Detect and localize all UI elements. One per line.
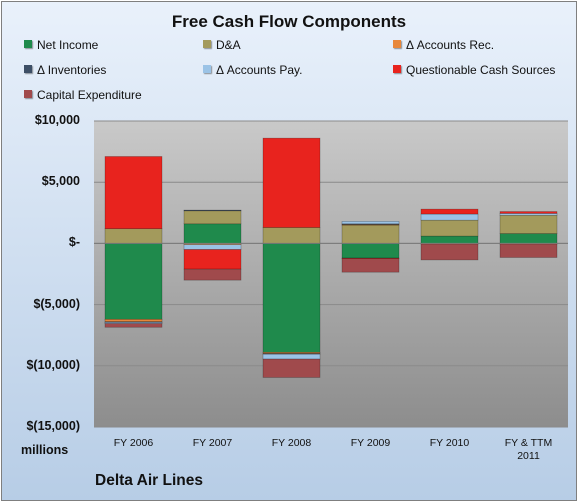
bar-segment (420, 243, 479, 261)
legend-swatch (203, 40, 211, 48)
bar-segment (104, 243, 163, 320)
bar-segment (104, 323, 163, 328)
x-tick-label: FY & TTM 2011 (504, 437, 553, 462)
bar-segment (499, 233, 558, 244)
bar-segment (104, 318, 163, 323)
y-tick-label: $5,000 (41, 174, 80, 189)
bar-segment (341, 243, 400, 259)
legend-swatch (393, 65, 401, 73)
bar-segment (183, 209, 242, 212)
y-tick-label: $10,000 (34, 113, 80, 127)
bar-segment (499, 211, 558, 214)
legend-label: Δ Inventories (37, 63, 107, 77)
legend-label: Questionable Cash Sources (406, 63, 556, 77)
y-tick-label: $- (68, 235, 80, 250)
bar-segment (262, 227, 321, 244)
bar-segment (183, 268, 242, 281)
legend-label: Δ Accounts Rec. (406, 38, 495, 52)
y-tick-label: $(15,000) (26, 419, 80, 433)
legend-swatch (24, 40, 32, 48)
bar-segment (499, 214, 558, 234)
x-tick-label: FY 2010 (429, 437, 470, 449)
legend-swatch (24, 65, 32, 73)
bar-segment (262, 358, 321, 378)
bar-segment (262, 137, 321, 228)
bar-segment (183, 223, 242, 244)
legend-label: Δ Accounts Pay. (216, 63, 303, 77)
legend-label: Net Income (37, 38, 99, 52)
y-tick-label: $(10,000) (26, 357, 80, 372)
bar-segment (420, 208, 479, 215)
plot-area (94, 121, 568, 427)
bar-segment (341, 258, 400, 273)
bar-segment (183, 210, 242, 225)
bar-segment (499, 243, 558, 258)
bar-segment (183, 244, 242, 250)
chart-title: Free Cash Flow Components (171, 12, 407, 31)
y-tick-label: $(5,000) (33, 296, 80, 311)
legend-label: D&A (216, 38, 241, 52)
bar-segment (262, 353, 321, 360)
legend-swatch (393, 40, 401, 48)
company-name: Delta Air Lines (95, 472, 203, 489)
legend-swatch (203, 65, 211, 73)
units-label: millions (21, 443, 69, 457)
bar-segment (183, 249, 242, 270)
x-tick-label: FY 2009 (350, 437, 391, 449)
bar-segment (341, 224, 400, 244)
y-axis-ticks: $10,000 $5,000 $- $(5,000) $(10,000) $(15,000… (0, 0, 80, 502)
bar-segment (104, 156, 163, 230)
bar-segment (420, 219, 479, 237)
x-tick-label: FY 2007 (192, 437, 233, 449)
legend-label: Capital Expenditure (37, 88, 142, 102)
bar-segment (341, 221, 400, 225)
bar-segment (420, 235, 479, 244)
x-tick-label: FY 2006 (113, 437, 154, 449)
x-tick-label: FY 2008 (271, 437, 312, 449)
bar-segment (104, 228, 163, 244)
bar-segment (420, 213, 479, 221)
legend-swatch (24, 90, 32, 98)
bar-segment (262, 243, 321, 353)
